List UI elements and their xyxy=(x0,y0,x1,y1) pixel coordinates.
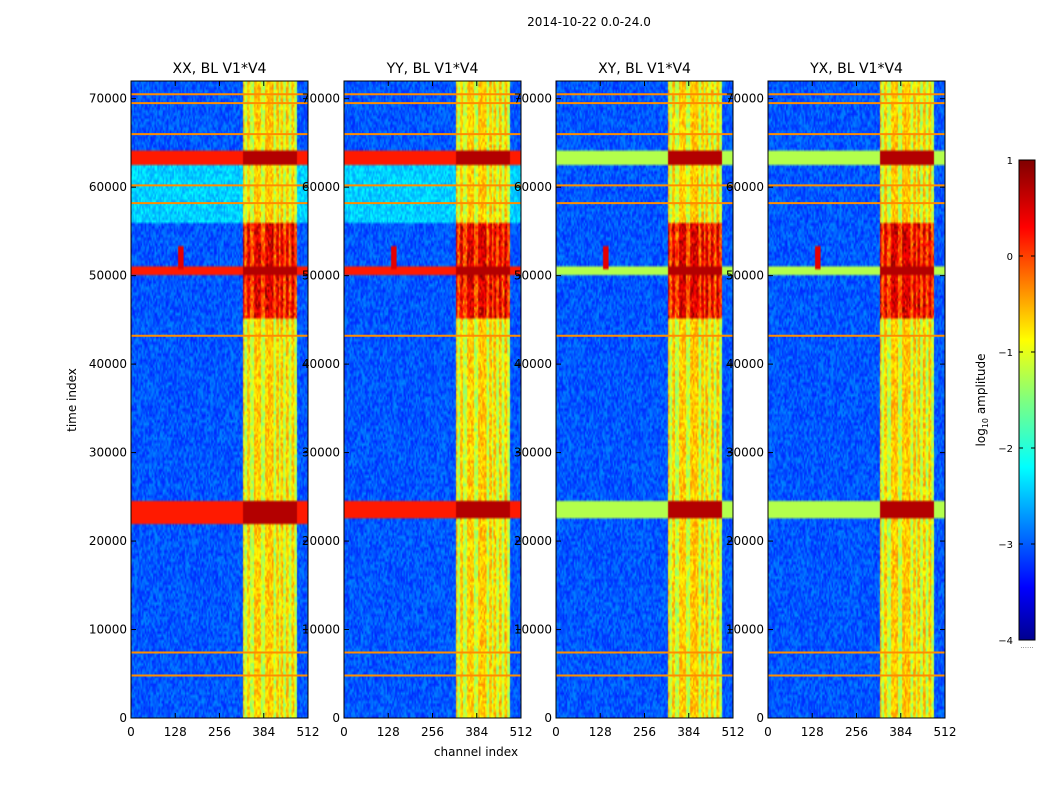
x-tick-label: 0 xyxy=(340,725,348,739)
heatmap-image xyxy=(768,81,945,718)
x-tick-label: 256 xyxy=(633,725,656,739)
x-tick-label: 384 xyxy=(889,725,912,739)
x-tick-label: 128 xyxy=(164,725,187,739)
y-tick-label: 0 xyxy=(332,711,340,725)
panel-0: XX, BL V1*V4 0 128 256 384 512 0 10000 20000 3000… xyxy=(89,61,320,739)
x-tick-label: 512 xyxy=(934,725,957,739)
x-tick-label: 384 xyxy=(465,725,488,739)
panel-1: YY, BL V1*V4 0 128 256 384 512 0 10000 20000 3000… xyxy=(302,61,533,739)
y-tick-label: 30000 xyxy=(726,446,764,460)
panel-title: YY, BL V1*V4 xyxy=(386,61,479,77)
y-tick-label: 50000 xyxy=(514,269,552,283)
heatmap-image xyxy=(131,81,308,718)
figure-suptitle: 2014-10-22 0.0-24.0 xyxy=(527,15,651,29)
y-tick-label: 50000 xyxy=(302,269,340,283)
colorbar-tick-label: 0 xyxy=(1007,252,1013,263)
y-tick-label: 40000 xyxy=(89,357,127,371)
x-tick-label: 512 xyxy=(297,725,320,739)
x-axis-label: channel index xyxy=(434,745,518,759)
panel-title: YX, BL V1*V4 xyxy=(809,61,903,77)
x-tick-label: 128 xyxy=(377,725,400,739)
y-tick-label: 40000 xyxy=(726,357,764,371)
y-tick-label: 10000 xyxy=(302,623,340,637)
y-tick-label: 70000 xyxy=(302,92,340,106)
panels: XX, BL V1*V4 0 128 256 384 512 0 10000 20000 3000… xyxy=(89,61,957,739)
x-tick-label: 128 xyxy=(801,725,824,739)
y-tick-label: 40000 xyxy=(514,357,552,371)
colorbar-tick-label: −3 xyxy=(998,540,1013,551)
y-tick-label: 0 xyxy=(119,711,127,725)
y-tick-label: 10000 xyxy=(514,623,552,637)
y-tick-label: 0 xyxy=(756,711,764,725)
x-tick-label: 0 xyxy=(552,725,560,739)
x-tick-label: 384 xyxy=(677,725,700,739)
y-tick-label: 50000 xyxy=(89,269,127,283)
y-tick-label: 30000 xyxy=(302,446,340,460)
heatmap-image xyxy=(556,81,733,718)
y-tick-label: 50000 xyxy=(726,269,764,283)
colorbar-gradient xyxy=(1018,159,1036,641)
y-tick-label: 10000 xyxy=(726,623,764,637)
x-tick-label: 0 xyxy=(764,725,772,739)
heatmap-image xyxy=(344,81,521,718)
y-tick-label: 10000 xyxy=(89,623,127,637)
y-tick-label: 60000 xyxy=(514,180,552,194)
colorbar-bottom-note: ...... xyxy=(1020,642,1033,650)
y-tick-label: 70000 xyxy=(726,92,764,106)
x-tick-label: 512 xyxy=(510,725,533,739)
panel-title: XX, BL V1*V4 xyxy=(173,61,267,77)
x-tick-label: 256 xyxy=(208,725,231,739)
x-tick-label: 128 xyxy=(589,725,612,739)
colorbar: 1 0 −1 −2 −3 −4 ...... log10 amplitude xyxy=(974,156,1036,650)
y-tick-label: 30000 xyxy=(514,446,552,460)
y-tick-label: 20000 xyxy=(726,534,764,548)
x-tick-label: 256 xyxy=(845,725,868,739)
y-tick-label: 20000 xyxy=(89,534,127,548)
y-tick-label: 60000 xyxy=(302,180,340,194)
colorbar-label: log10 amplitude xyxy=(974,354,990,447)
y-tick-label: 40000 xyxy=(302,357,340,371)
y-tick-label: 60000 xyxy=(726,180,764,194)
panel-3: YX, BL V1*V4 0 128 256 384 512 0 10000 20000 3000… xyxy=(726,61,957,739)
y-tick-label: 60000 xyxy=(89,180,127,194)
y-tick-label: 0 xyxy=(544,711,552,725)
x-tick-label: 256 xyxy=(421,725,444,739)
panel-2: XY, BL V1*V4 0 128 256 384 512 0 10000 20000 3000… xyxy=(514,61,745,739)
colorbar-tick-label: 1 xyxy=(1007,156,1013,167)
y-tick-label: 20000 xyxy=(514,534,552,548)
y-tick-label: 70000 xyxy=(514,92,552,106)
colorbar-tick-label: −2 xyxy=(998,444,1013,455)
x-tick-label: 0 xyxy=(127,725,135,739)
x-tick-label: 384 xyxy=(252,725,275,739)
y-tick-label: 70000 xyxy=(89,92,127,106)
x-tick-label: 512 xyxy=(722,725,745,739)
colorbar-tick-label: −4 xyxy=(998,636,1013,647)
y-tick-label: 20000 xyxy=(302,534,340,548)
y-axis-label: time index xyxy=(65,368,79,432)
colorbar-tick-label: −1 xyxy=(998,348,1013,359)
y-tick-label: 30000 xyxy=(89,446,127,460)
panel-title: XY, BL V1*V4 xyxy=(598,61,691,77)
